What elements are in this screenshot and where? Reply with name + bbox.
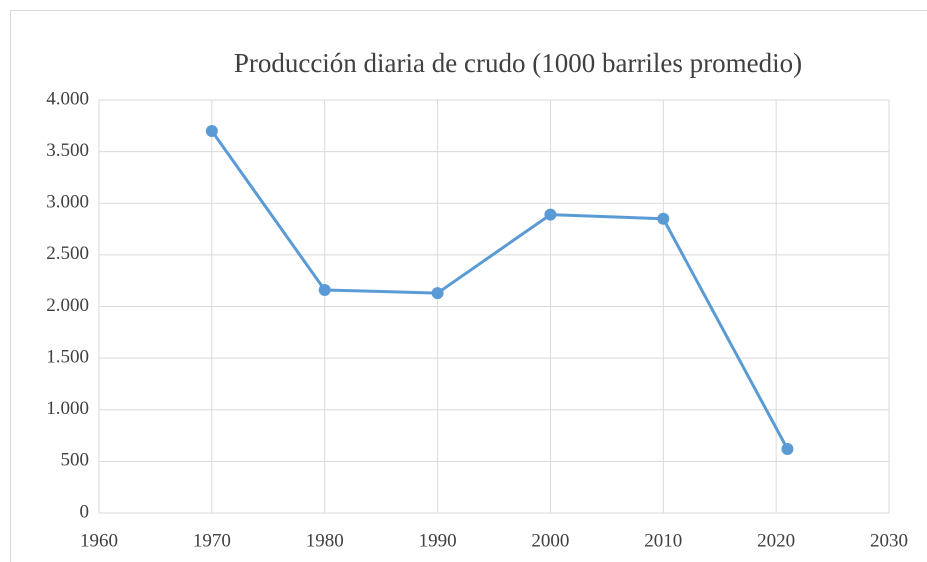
x-tick-label: 2020 [757, 530, 795, 551]
y-tick-label: 2.500 [46, 243, 89, 264]
x-tick-label: 2010 [644, 530, 682, 551]
x-tick-label: 1990 [419, 530, 457, 551]
y-tick-label: 3.000 [46, 192, 89, 213]
x-tick-label: 1980 [306, 530, 344, 551]
y-tick-label: 2.000 [46, 295, 89, 316]
data-point [657, 212, 670, 225]
y-tick-label: 4.000 [46, 88, 89, 109]
y-tick-label: 500 [61, 450, 90, 471]
x-tick-label: 2030 [870, 530, 908, 551]
data-point [544, 208, 557, 221]
x-tick-label: 1970 [193, 530, 231, 551]
x-tick-label: 1960 [80, 530, 118, 551]
y-tick-label: 1.500 [46, 346, 89, 367]
data-point [205, 124, 218, 137]
y-tick-label: 1.000 [46, 398, 89, 419]
series-line [210, 130, 789, 450]
chart-frame [10, 10, 927, 562]
y-tick-label: 0 [80, 501, 90, 522]
y-tick-label: 3.500 [46, 140, 89, 161]
x-tick-label: 2000 [531, 530, 569, 551]
data-point [431, 287, 444, 300]
data-point [318, 283, 331, 296]
data-point [781, 442, 794, 455]
chart-title: Producción diaria de crudo (1000 barrile… [234, 48, 802, 78]
